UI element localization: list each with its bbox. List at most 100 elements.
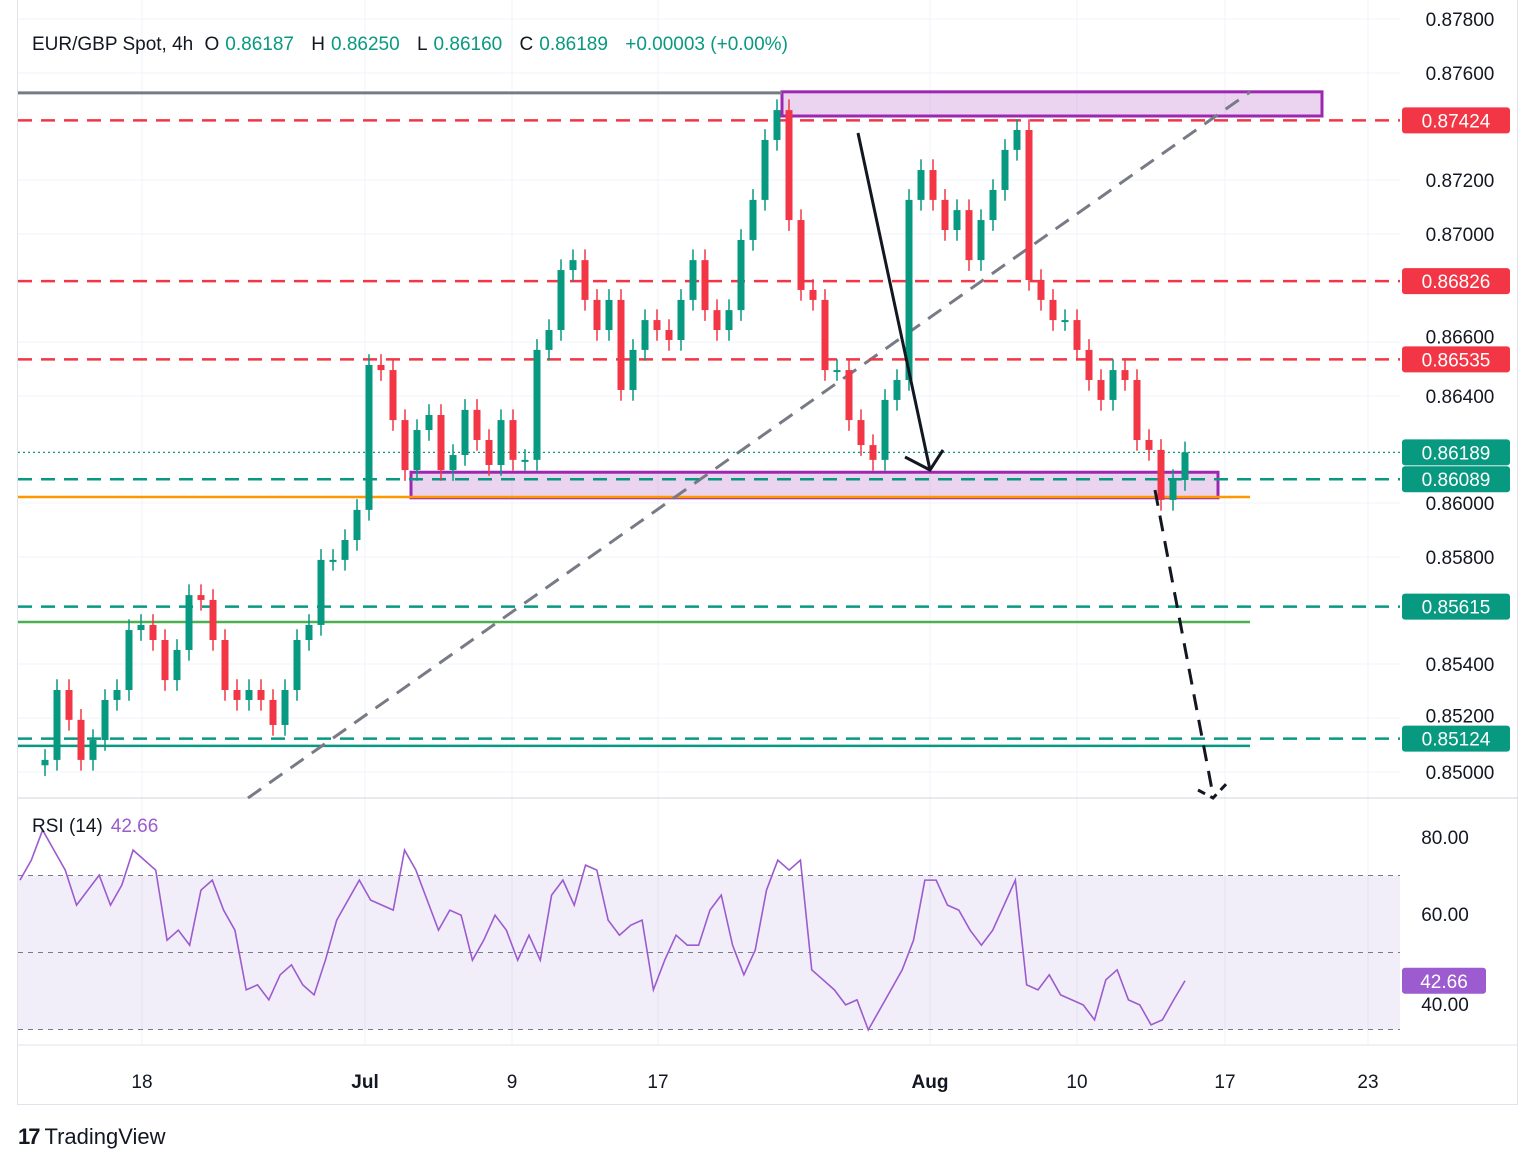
candle-body (257, 690, 265, 700)
candle-body (293, 640, 301, 691)
candle-body (893, 380, 901, 400)
candle-body (89, 740, 97, 760)
candle-body (953, 210, 961, 231)
price-tick-label: 0.85000 (1426, 763, 1495, 784)
high-label: H (311, 34, 325, 55)
candle-body (833, 370, 841, 373)
candle-body (545, 330, 553, 350)
tradingview-logo[interactable]: 17 TradingView (18, 1124, 166, 1150)
candle-body (1181, 452, 1189, 481)
candle-body (869, 445, 877, 460)
candle-body (1145, 439, 1153, 450)
chart-frame (17, 0, 1518, 1105)
open-value: 0.86187 (225, 34, 294, 55)
candle-body (197, 595, 205, 600)
candle-body (329, 559, 337, 562)
candle-body (1109, 370, 1117, 400)
candle-body (461, 409, 469, 456)
price-line-label: 0.86826 (1422, 272, 1491, 293)
candle-body (269, 699, 277, 725)
candle-body (593, 299, 601, 331)
candle-body (617, 299, 625, 390)
candle-body (425, 414, 433, 431)
candle-body (965, 210, 973, 261)
price-tick-label: 0.86000 (1426, 494, 1495, 515)
time-tick-label: 18 (131, 1072, 152, 1093)
symbol-legend: EUR/GBP Spot, 4h O 0.86187 H 0.86250 L 0.86… (32, 34, 794, 56)
rsi-tick-label: 60.00 (1421, 905, 1469, 926)
candle-body (809, 289, 817, 300)
candle-body (1097, 380, 1105, 400)
candle-body (137, 624, 145, 631)
price-tick-label: 0.87200 (1426, 171, 1495, 192)
candle-body (917, 170, 925, 200)
candle-body (1025, 129, 1033, 281)
candle-body (605, 299, 613, 331)
rsi-value-badge-label: 42.66 (1420, 972, 1468, 993)
price-line-badge (1402, 268, 1510, 295)
candle-body (725, 310, 733, 331)
down-arrow (856, 132, 932, 471)
price-line-badge (1402, 439, 1510, 466)
candle-body (677, 299, 685, 340)
rsi-value: 42.66 (110, 816, 159, 837)
candle-body (989, 189, 997, 221)
time-tick-label: Aug (912, 1072, 949, 1093)
candle-body (977, 220, 985, 261)
candle-body (773, 110, 781, 140)
projection-arrow (1153, 489, 1215, 796)
candle-body (1013, 129, 1021, 150)
candle-body (1001, 149, 1009, 190)
candle-body (653, 320, 661, 331)
rsi-legend: RSI (14) 42.66 (32, 816, 158, 838)
candle-body (1085, 349, 1093, 381)
tradingview-brand: TradingView (44, 1124, 166, 1149)
price-tick-label: 0.85400 (1426, 655, 1495, 676)
candle-body (797, 220, 805, 290)
candle-body (449, 455, 457, 471)
projection-arrow-head-icon (1197, 778, 1232, 800)
price-line-label: 0.86535 (1422, 350, 1491, 371)
candle-body (521, 459, 529, 462)
candle-body (209, 599, 217, 641)
low-value: 0.86160 (433, 34, 503, 55)
candle-body (377, 364, 385, 371)
time-tick-label: 10 (1066, 1072, 1087, 1093)
price-line-badge (1402, 593, 1510, 620)
candle-body (1157, 449, 1165, 500)
candle-body (701, 260, 709, 311)
rsi-tick-label: 40.00 (1421, 995, 1469, 1016)
candle-body (149, 624, 157, 641)
candle-body (845, 370, 853, 421)
candle-body (233, 690, 241, 700)
rsi-label: RSI (14) (32, 816, 103, 837)
candle-body (581, 260, 589, 300)
candle-body (749, 199, 757, 240)
candle-body (341, 539, 349, 560)
candle-body (353, 509, 361, 540)
tradingview-logo-icon: 17 (18, 1124, 41, 1149)
rsi-tick-label: 80.00 (1421, 828, 1469, 849)
close-value: 0.86189 (539, 34, 608, 55)
candle-body (485, 439, 493, 465)
price-line-label: 0.86089 (1422, 470, 1491, 491)
candle-body (641, 320, 649, 350)
price-line-badge (1402, 346, 1510, 373)
candle-body (77, 719, 85, 760)
candle-body (113, 690, 121, 700)
trend-line (247, 90, 1251, 800)
time-tick-label: 23 (1357, 1072, 1378, 1093)
time-tick-label: 9 (507, 1072, 518, 1093)
candle-body (101, 699, 109, 741)
time-tick-label: 17 (1214, 1072, 1235, 1093)
price-line-badge (1402, 107, 1510, 134)
candle-body (557, 270, 565, 331)
candle-body (689, 260, 697, 300)
price-line-label: 0.85124 (1422, 730, 1491, 751)
candle-body (941, 199, 949, 231)
candle-body (389, 370, 397, 421)
candle-body (929, 170, 937, 200)
candle-body (437, 414, 445, 471)
candle-body (857, 420, 865, 446)
